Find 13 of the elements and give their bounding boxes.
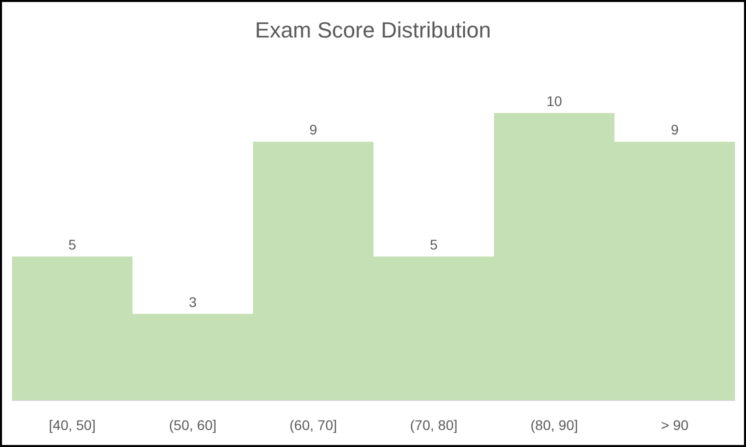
x-tick-label: (80, 90] [530, 417, 578, 433]
data-label: 3 [188, 294, 197, 310]
x-tick-label: (60, 70] [290, 417, 337, 433]
x-tick-label: (70, 80] [410, 417, 458, 433]
x-tick-label: [40, 50] [48, 417, 96, 433]
x-tick-label: > 90 [660, 417, 689, 433]
data-label: 10 [546, 93, 562, 109]
data-label: 9 [670, 122, 679, 138]
data-label: 5 [68, 236, 76, 252]
data-label: 5 [430, 236, 438, 252]
chart-title: Exam Score Distribution [255, 18, 491, 42]
x-tick-label: (50, 60] [169, 417, 216, 433]
data-label: 9 [309, 122, 318, 138]
